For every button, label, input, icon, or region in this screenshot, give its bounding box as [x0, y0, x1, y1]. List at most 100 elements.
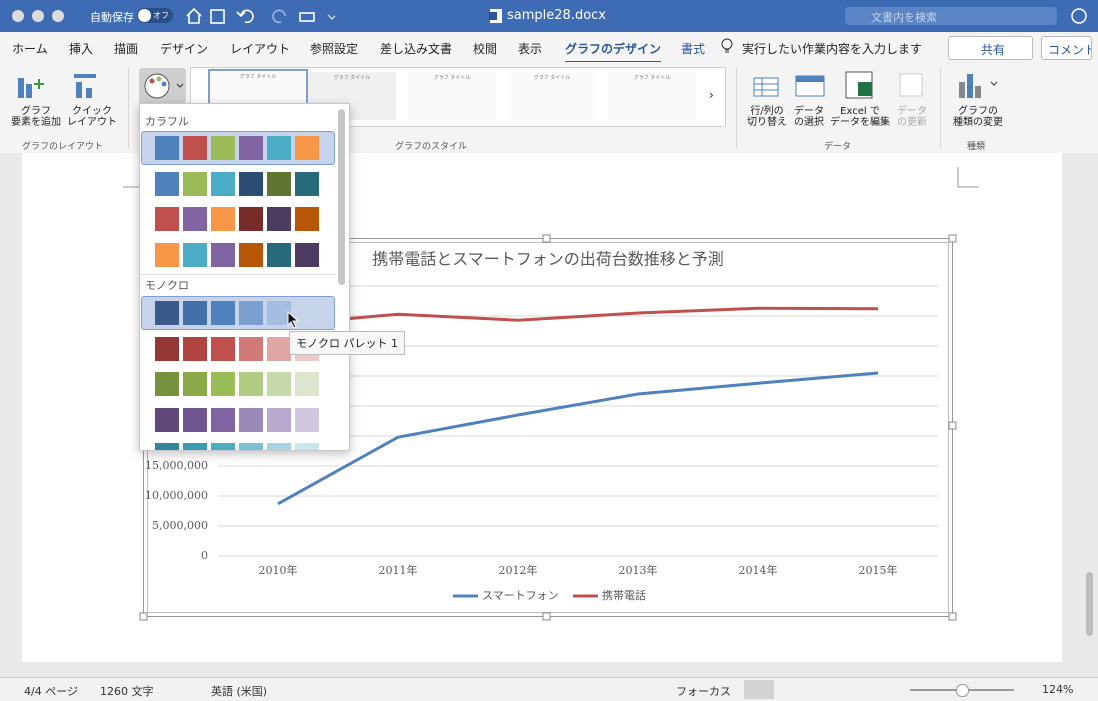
focus-mode[interactable]: フォーカス: [676, 685, 731, 698]
color-swatch: [295, 301, 319, 325]
x-tick-label: 2015年: [859, 563, 898, 577]
group-label: グラフのレイアウト: [22, 142, 104, 152]
y-tick-label: 15,000,000: [145, 459, 208, 472]
palette-row[interactable]: [141, 238, 335, 272]
style-thumbnail[interactable]: グラフ タイトル: [408, 72, 496, 120]
separator: [736, 68, 737, 148]
button-label: 切り替え: [747, 117, 787, 128]
color-swatch: [239, 207, 263, 231]
zoom-level[interactable]: 124%: [1042, 683, 1074, 696]
color-swatch: [155, 407, 179, 432]
color-swatch: [155, 207, 179, 231]
button-label: Excel で: [840, 106, 880, 117]
language[interactable]: 英語 (米国): [211, 685, 268, 698]
ribbon-button[interactable]: クイック レイアウト: [64, 106, 120, 128]
gallery-scroll[interactable]: ›: [709, 88, 714, 102]
style-thumbnail[interactable]: グラフ タイトル: [608, 72, 696, 120]
layout-icons: [18, 74, 96, 98]
thumbnail-title: グラフ タイトル: [333, 75, 371, 81]
autosave-toggle[interactable]: オフ: [137, 8, 173, 23]
color-swatch: [239, 443, 263, 450]
color-palette-menu: カラフル モノクロ: [139, 103, 350, 451]
ribbon-button[interactable]: データ の選択: [787, 106, 831, 128]
autosave-label: 自動保存: [90, 11, 134, 24]
color-swatch: [155, 443, 179, 450]
autosave-state: オフ: [153, 11, 169, 20]
x-tick-label: 2010年: [259, 563, 298, 577]
comment-button[interactable]: コメント: [1041, 36, 1092, 60]
tell-me[interactable]: 実行したい作業内容を入力します: [742, 42, 923, 56]
button-label: 要素を追加: [11, 117, 61, 128]
print-layout-button[interactable]: [744, 680, 774, 699]
color-swatch: [211, 171, 235, 196]
change-colors-button[interactable]: [139, 68, 186, 104]
quick-access-toolbar[interactable]: [185, 7, 335, 25]
button-label: レイアウト: [67, 117, 117, 128]
color-swatch: [239, 336, 263, 361]
color-swatch: [155, 372, 179, 396]
color-swatch: [211, 136, 235, 160]
group-label: 種類: [967, 142, 986, 152]
button-label: 種類の変更: [953, 117, 1003, 128]
tab[interactable]: 表示: [518, 42, 543, 56]
color-swatch: [183, 372, 207, 396]
file-name: sample28.docx: [507, 8, 606, 23]
palette-row[interactable]: [141, 202, 335, 236]
palette-row[interactable]: [141, 403, 335, 437]
menu-scrollbar[interactable]: [338, 109, 345, 285]
window-controls[interactable]: [10, 9, 66, 23]
scrollbar-thumb[interactable]: [1086, 572, 1093, 636]
ribbon-button[interactable]: グラフの 種類の変更: [948, 106, 1008, 128]
button-label: データ: [897, 106, 927, 117]
group-label: グラフのスタイル: [395, 142, 468, 152]
tab[interactable]: 差し込み文書: [380, 42, 453, 56]
tab[interactable]: 描画: [114, 42, 139, 56]
color-swatch: [183, 207, 207, 231]
palette-row[interactable]: [141, 438, 335, 450]
word-count[interactable]: 1260 文字: [100, 685, 154, 698]
data-icons: [753, 71, 923, 99]
style-thumbnail[interactable]: グラフ タイトル: [508, 72, 596, 120]
color-swatch: [155, 171, 179, 196]
palette-row[interactable]: [141, 131, 335, 165]
color-swatch: [295, 207, 319, 231]
x-tick-label: 2014年: [739, 563, 778, 577]
ribbon-button[interactable]: 行/列の 切り替え: [740, 106, 794, 128]
color-swatch: [267, 301, 291, 325]
page-count[interactable]: 4/4 ページ: [24, 685, 78, 698]
thumbnail-title: グラフ タイトル: [533, 75, 571, 81]
palette-row[interactable]: [141, 296, 335, 330]
color-swatch: [267, 407, 291, 432]
tab[interactable]: 挿入: [69, 42, 94, 56]
thumbnail-title: グラフ タイトル: [239, 74, 277, 80]
ribbon-button[interactable]: グラフ 要素を追加: [8, 106, 64, 128]
series-line: [277, 371, 879, 506]
style-thumbnail[interactable]: グラフ タイトル: [308, 72, 396, 120]
tab[interactable]: 参照設定: [310, 42, 359, 56]
search-box[interactable]: 文書内を検索: [845, 7, 1057, 25]
tab[interactable]: 校閲: [473, 42, 498, 56]
y-tick-label: 5,000,000: [152, 519, 208, 532]
share-button[interactable]: 共有: [948, 36, 1033, 60]
tab[interactable]: デザイン: [160, 42, 209, 56]
tab[interactable]: 書式: [681, 42, 706, 56]
palette-row[interactable]: [141, 367, 335, 401]
lightbulb-icon: [721, 38, 733, 53]
color-swatch: [155, 242, 179, 267]
ribbon-button[interactable]: Excel でデータを編集: [828, 106, 892, 128]
tab[interactable]: レイアウト: [230, 42, 291, 56]
zoom-slider[interactable]: [910, 684, 1014, 697]
smiley[interactable]: [1070, 7, 1088, 25]
color-swatch: [295, 171, 319, 196]
x-tick-label: 2011年: [379, 563, 418, 577]
palette-row[interactable]: [141, 332, 335, 366]
section-heading: モノクロ: [145, 279, 189, 292]
tab[interactable]: ホーム: [12, 42, 48, 56]
color-swatch: [211, 207, 235, 231]
color-swatch: [239, 372, 263, 396]
color-swatch: [183, 336, 207, 361]
color-swatch: [267, 242, 291, 267]
color-swatch: [267, 207, 291, 231]
palette-row[interactable]: [141, 167, 335, 201]
tooltip: モノクロ パレット 1: [289, 331, 405, 355]
